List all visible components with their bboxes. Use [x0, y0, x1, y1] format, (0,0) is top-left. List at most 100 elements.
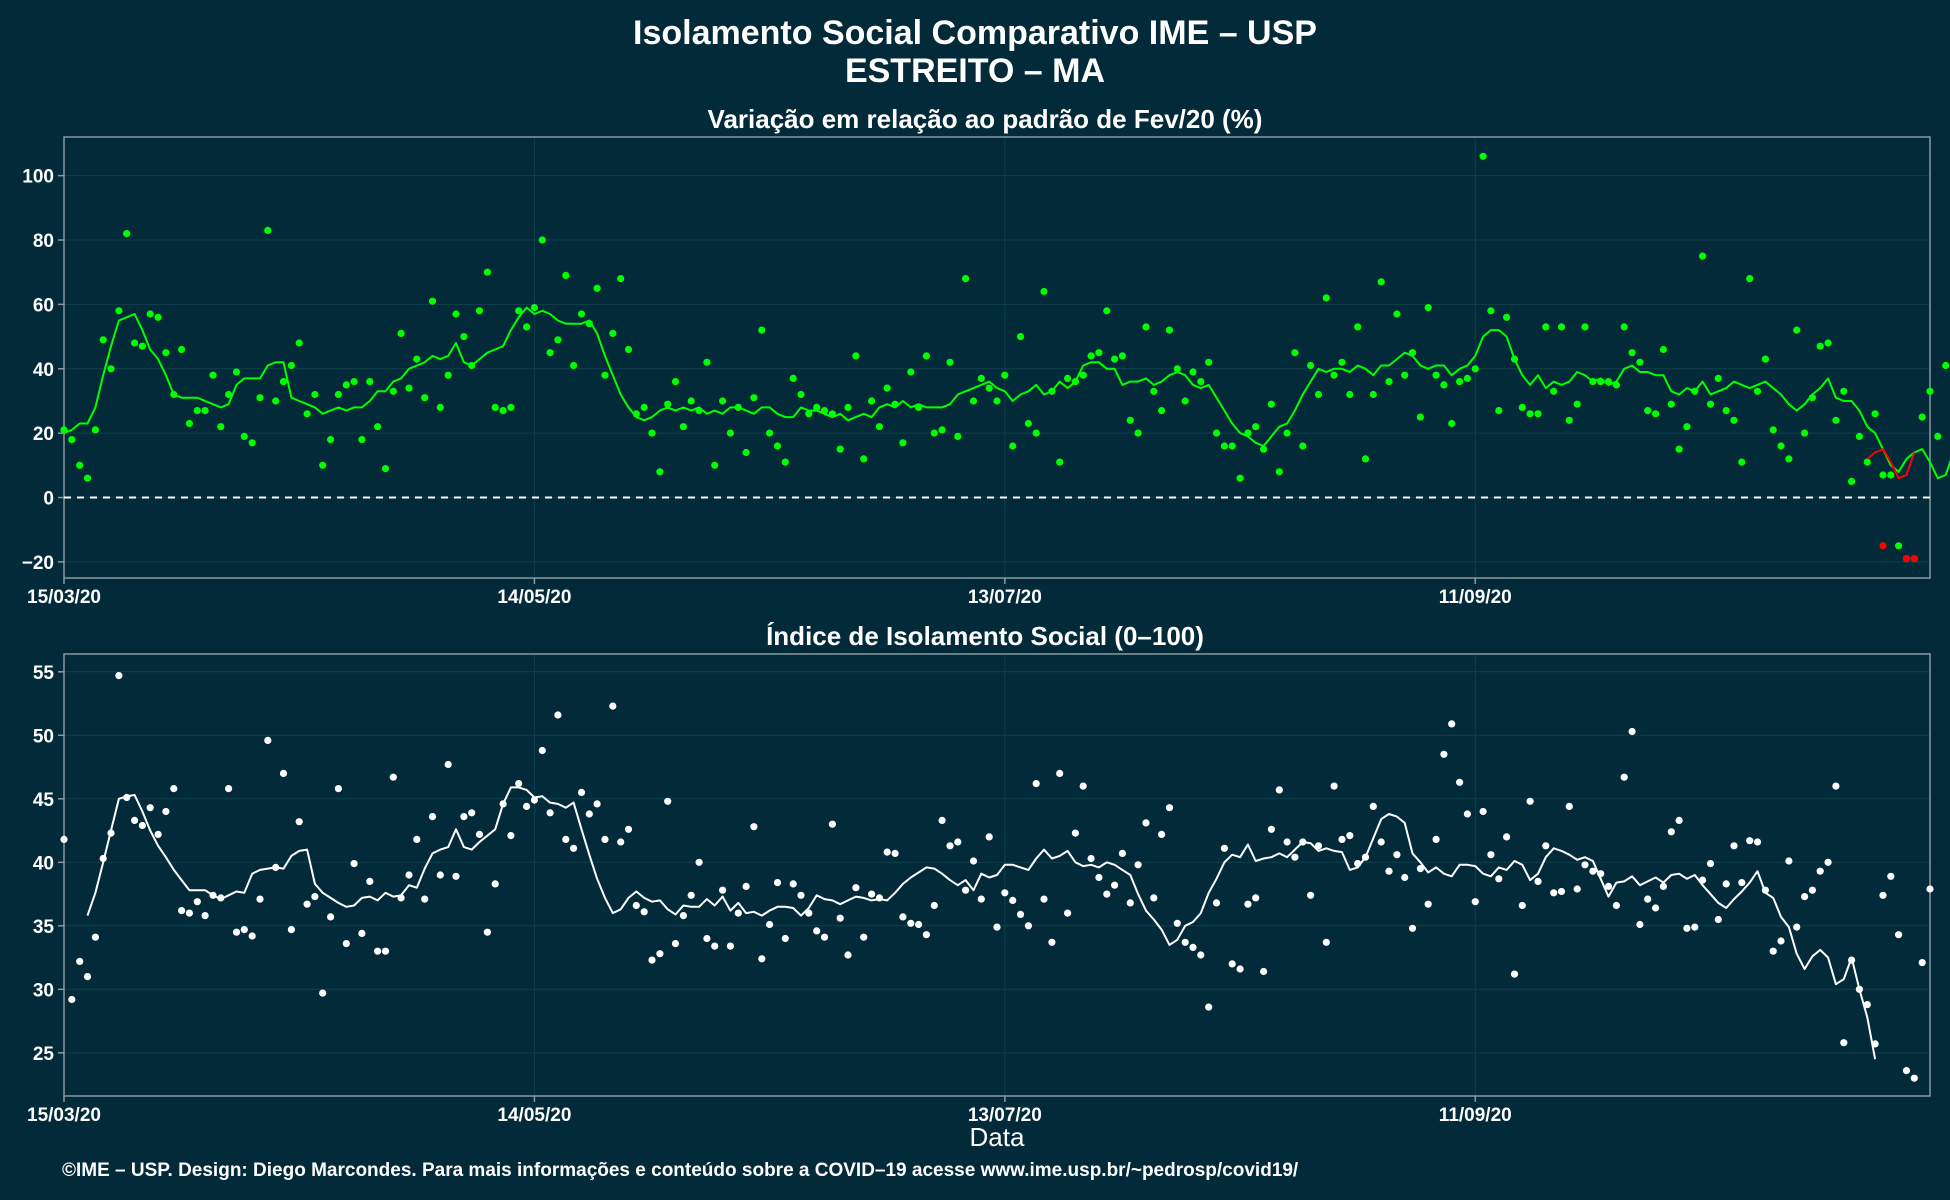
p2-data-point-white — [719, 886, 727, 894]
p1-data-point-green — [1173, 365, 1181, 373]
p2-data-point-white — [750, 823, 758, 831]
p2-data-point-white — [1064, 909, 1072, 917]
p2-data-point-white — [201, 912, 209, 920]
p1-data-point-green — [1824, 339, 1832, 347]
p2-data-point-white — [1730, 842, 1738, 850]
p1-data-point-green — [1330, 371, 1338, 379]
p1-data-point-green — [1534, 410, 1542, 418]
p2-data-point-white — [1863, 1001, 1871, 1009]
p1-data-point-green — [640, 403, 648, 411]
p1-data-point-green — [1032, 429, 1040, 437]
p1-data-point-green — [1079, 371, 1087, 379]
p2-data-point-white — [1510, 970, 1519, 978]
p1-data-point-green — [1761, 355, 1769, 363]
p2-data-point-white — [593, 800, 601, 808]
p2-data-point-white — [1644, 895, 1652, 903]
p2-data-point-white — [907, 919, 915, 927]
p1-data-point-green — [1087, 352, 1095, 360]
p1-data-point-green — [303, 410, 311, 418]
p2-data-point-white — [828, 820, 837, 828]
p2-data-point-white — [1181, 938, 1189, 946]
p1-y-tick-label: 80 — [33, 231, 54, 252]
p1-data-point-green — [1934, 432, 1942, 440]
p1-data-point-green — [523, 323, 531, 331]
p2-data-point-white — [350, 860, 358, 868]
p2-data-point-white — [1448, 720, 1456, 728]
p2-data-point-white — [1879, 891, 1887, 899]
p1-data-point-green — [1393, 310, 1401, 318]
p1-data-point-green — [1471, 365, 1479, 373]
p2-data-point-white — [131, 816, 139, 825]
p1-data-point-green — [1636, 358, 1644, 366]
p2-x-tick-label: 14/05/20 — [497, 1105, 571, 1126]
p1-data-point-green — [1644, 407, 1652, 415]
p1-data-point-green — [1228, 442, 1236, 450]
p1-data-point-green — [1267, 400, 1275, 408]
p1-data-point-green — [1252, 423, 1260, 431]
p2-data-point-white — [217, 894, 225, 902]
p1-data-point-green — [311, 390, 319, 399]
p1-plot-frame — [63, 136, 1931, 579]
p2-data-point-white — [530, 796, 539, 804]
p2-data-point-white — [311, 893, 319, 901]
p2-data-point-white — [1471, 898, 1479, 906]
p1-data-point-green — [483, 268, 491, 276]
p2-data-point-white — [883, 848, 891, 856]
p1-data-point-green — [1205, 358, 1213, 366]
p2-data-point-white — [938, 816, 946, 825]
p1-data-point-green — [107, 365, 115, 373]
p1-data-point-green — [1479, 152, 1487, 160]
p2-data-point-white — [734, 909, 742, 917]
p2-data-point-white — [374, 947, 382, 955]
p2-data-point-white — [1495, 875, 1503, 883]
p1-x-tick-label: 15/03/20 — [27, 587, 101, 608]
p2-data-point-white — [687, 891, 695, 899]
p2-data-point-white — [962, 886, 970, 894]
p1-data-point-green — [868, 397, 876, 405]
p2-data-point-white — [334, 785, 342, 793]
p2-data-point-white — [656, 950, 664, 958]
p2-data-point-white — [1463, 810, 1471, 818]
p2-data-point-white — [342, 940, 350, 948]
p2-data-point-white — [248, 932, 256, 940]
p2-data-point-white — [295, 818, 303, 826]
p1-x-tick-label: 14/05/20 — [497, 587, 571, 608]
p1-data-point-green — [805, 410, 813, 418]
p1-data-point-green — [938, 426, 946, 434]
p2-data-point-white — [76, 957, 84, 966]
p1-data-point-green — [1314, 390, 1323, 399]
p2-data-point-white — [703, 934, 711, 943]
p2-data-point-white — [1307, 891, 1315, 899]
p2-data-point-white — [664, 797, 672, 805]
p1-data-point-green — [225, 390, 233, 399]
p2-data-point-white — [624, 825, 633, 833]
p1-data-point-green — [499, 407, 507, 415]
p1-data-point-green — [1699, 252, 1707, 260]
p2-data-point-white — [1024, 922, 1032, 930]
p1-data-point-green — [295, 339, 303, 347]
p1-data-point-green — [507, 403, 515, 411]
p2-data-point-white — [83, 973, 92, 981]
p1-data-point-green — [1863, 458, 1871, 466]
p1-data-point-green — [1879, 471, 1887, 479]
p2-data-point-white — [640, 908, 648, 916]
p1-data-point-green — [1542, 323, 1550, 331]
p1-data-point-green — [624, 345, 633, 354]
p1-data-point-green — [1918, 413, 1926, 421]
p2-data-point-white — [162, 807, 170, 816]
p1-data-point-green — [138, 342, 146, 350]
p1-data-point-green — [436, 403, 444, 411]
p2-data-point-white — [1385, 867, 1393, 875]
p1-data-point-green — [389, 387, 397, 395]
p1-data-point-green — [664, 400, 672, 408]
p2-data-point-white — [977, 895, 985, 903]
p2-data-point-white — [256, 895, 264, 903]
p2-data-point-white — [1628, 727, 1636, 736]
p2-data-point-white — [1283, 838, 1291, 846]
p2-data-point-white — [993, 923, 1001, 931]
p1-data-point-green — [381, 465, 390, 473]
p2-data-point-white — [507, 832, 515, 840]
p2-data-point-white — [264, 736, 272, 745]
p2-data-point-white — [538, 746, 546, 755]
